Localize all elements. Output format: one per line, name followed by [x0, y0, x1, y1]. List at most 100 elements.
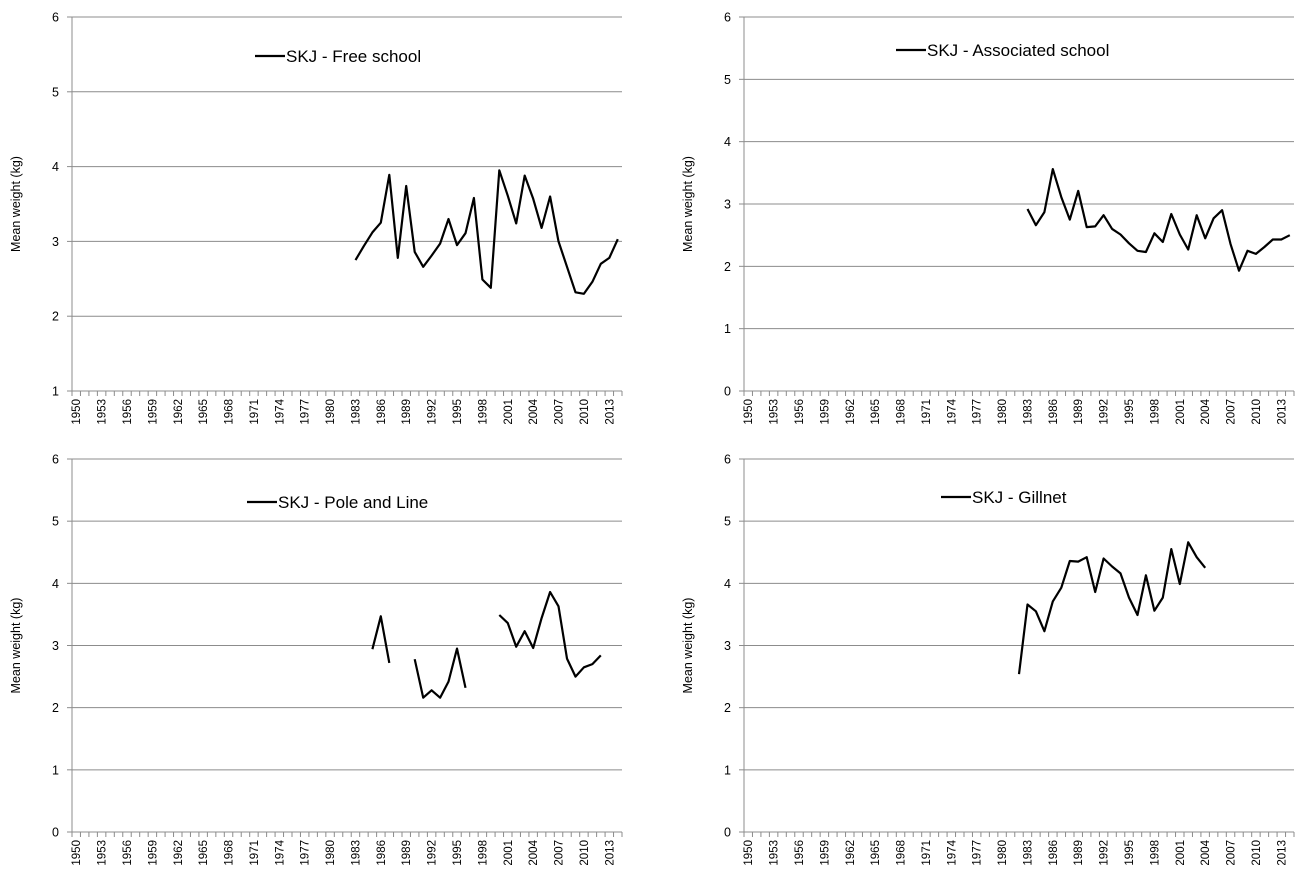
x-tick-label: 1965: [870, 399, 882, 425]
y-tick-label: 1: [52, 385, 59, 399]
x-tick-label: 1962: [173, 840, 185, 866]
y-tick-label: 6: [724, 11, 731, 25]
y-tick-label: 2: [724, 260, 731, 274]
y-tick-label: 2: [52, 310, 59, 324]
x-tick-label: 1971: [249, 399, 261, 425]
x-tick-label: 1974: [946, 398, 958, 424]
y-tick-label: 4: [724, 577, 731, 591]
x-tick-label: 1989: [1073, 840, 1085, 866]
x-tick-label: 1953: [97, 399, 109, 425]
x-tick-label: 1989: [401, 399, 413, 425]
x-tick-label: 1995: [1124, 399, 1136, 425]
x-tick-label: 1962: [845, 840, 857, 866]
y-tick-label: 6: [52, 11, 59, 25]
x-tick-label: 1962: [173, 399, 185, 425]
x-tick-label: 1956: [122, 399, 134, 425]
x-tick-label: 2004: [528, 398, 540, 424]
x-tick-label: 2004: [528, 839, 540, 865]
legend-label: SKJ - Pole and Line: [278, 493, 428, 512]
series-line: [354, 169, 619, 295]
y-axis-title: Mean weight (kg): [681, 156, 695, 252]
legend-label: SKJ - Associated school: [927, 41, 1109, 60]
x-tick-label: 2001: [1175, 840, 1187, 866]
x-tick-label: 2010: [1251, 840, 1263, 866]
x-tick-label: 1971: [249, 840, 261, 866]
x-tick-label: 2001: [503, 840, 515, 866]
x-tick-label: 2004: [1200, 398, 1212, 424]
x-tick-label: 1992: [427, 399, 439, 425]
y-tick-label: 5: [52, 515, 59, 529]
y-axis-title: Mean weight (kg): [681, 598, 695, 694]
x-tick-label: 1968: [896, 840, 908, 866]
x-tick-label: 1986: [376, 840, 388, 866]
x-tick-label: 1986: [1048, 399, 1060, 425]
x-tick-label: 1995: [452, 399, 464, 425]
x-tick-label: 1974: [946, 839, 958, 865]
y-tick-label: 5: [724, 515, 731, 529]
chart-panel-2: 0 1 2 3 4 5 6 1950 1953 1956 1959 1962 1965 1968 1971 1…: [681, 11, 1295, 425]
x-tick-label: 1977: [300, 399, 312, 425]
x-tick-label: 2007: [1226, 399, 1238, 425]
x-tick-label: 2007: [554, 399, 566, 425]
y-tick-label: 0: [724, 826, 731, 840]
x-tick-label: 1986: [1048, 840, 1060, 866]
x-tick-label: 1950: [71, 840, 83, 866]
x-tick-label: 1977: [972, 399, 984, 425]
x-tick-label: 1977: [972, 840, 984, 866]
series-line: [371, 615, 391, 664]
x-tick-label: 1992: [1099, 840, 1111, 866]
chart-panel-1: 1 2 3 4 5 6 1950 1953 1956 1959 1962 1965 1968 1971 19…: [9, 11, 623, 425]
x-tick-label: 2007: [554, 840, 566, 866]
y-axis-title: Mean weight (kg): [9, 156, 23, 252]
x-tick-label: 1977: [300, 840, 312, 866]
y-tick-label: 3: [724, 639, 731, 653]
y-tick-label: 1: [724, 763, 731, 777]
y-tick-label: 4: [52, 577, 59, 591]
x-tick-label: 1950: [743, 840, 755, 866]
x-tick-label: 1998: [1149, 399, 1161, 425]
x-tick-label: 2004: [1200, 839, 1212, 865]
x-tick-label: 1992: [427, 840, 439, 866]
x-tick-label: 1980: [325, 399, 337, 425]
x-tick-label: 1965: [198, 840, 210, 866]
chart-panel-3: 0 1 2 3 4 5 6 1950 1953 1956 1959 1962 1965 1968 1971 1…: [9, 453, 623, 866]
x-tick-label: 2010: [579, 840, 591, 866]
x-tick-label: 1983: [1022, 840, 1034, 866]
x-tick-label: 1986: [376, 399, 388, 425]
x-tick-label: 1968: [224, 840, 236, 866]
x-tick-label: 1974: [274, 398, 286, 424]
x-tick-label: 2001: [1175, 399, 1187, 425]
x-tick-label: 1956: [794, 399, 806, 425]
x-tick-label: 1998: [1149, 840, 1161, 866]
x-tick-label: 1959: [147, 840, 159, 866]
x-tick-label: 1968: [896, 399, 908, 425]
x-tick-label: 2007: [1226, 840, 1238, 866]
x-tick-label: 1989: [1073, 399, 1085, 425]
x-tick-label: 2010: [579, 399, 591, 425]
y-tick-label: 3: [52, 639, 59, 653]
series-line: [413, 647, 467, 699]
y-tick-label: 5: [724, 73, 731, 87]
y-tick-label: 1: [724, 322, 731, 336]
y-tick-label: 1: [52, 763, 59, 777]
x-tick-label: 1989: [401, 840, 413, 866]
series-line: [1026, 168, 1291, 272]
x-tick-label: 1980: [997, 399, 1009, 425]
x-tick-label: 1959: [819, 399, 831, 425]
x-tick-label: 1971: [921, 840, 933, 866]
x-tick-label: 1983: [1022, 399, 1034, 425]
x-tick-label: 1965: [198, 399, 210, 425]
x-tick-label: 1953: [769, 399, 781, 425]
y-tick-label: 6: [724, 453, 731, 467]
y-tick-label: 2: [724, 701, 731, 715]
x-tick-label: 1956: [794, 840, 806, 866]
x-tick-label: 1980: [325, 840, 337, 866]
x-tick-label: 1962: [845, 399, 857, 425]
y-tick-label: 0: [52, 826, 59, 840]
y-tick-label: 4: [724, 135, 731, 149]
x-tick-label: 1956: [122, 840, 134, 866]
y-tick-label: 3: [724, 198, 731, 212]
x-tick-label: 1959: [147, 399, 159, 425]
legend-label: SKJ - Gillnet: [972, 488, 1067, 507]
